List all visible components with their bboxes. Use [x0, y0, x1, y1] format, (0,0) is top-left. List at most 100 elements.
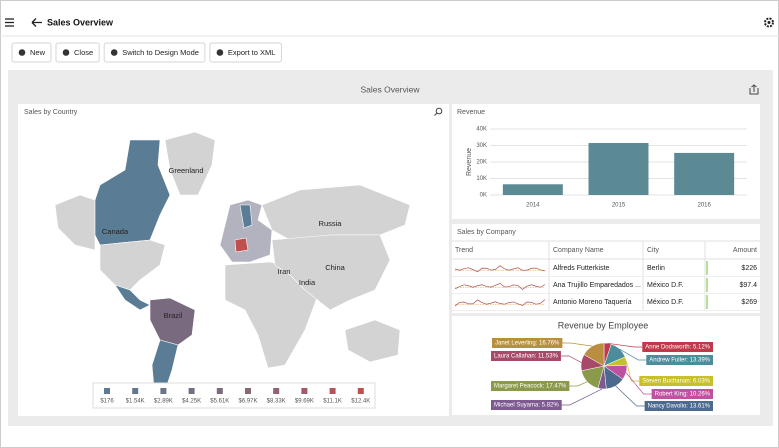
search-icon[interactable]: [434, 107, 443, 116]
export-icon[interactable]: [749, 84, 759, 95]
y-tick-label: 30K: [476, 143, 487, 149]
back-button[interactable]: [31, 18, 42, 27]
column-header: City: [647, 247, 660, 254]
x-tick-label: 2015: [612, 203, 626, 209]
menu-icon[interactable]: [5, 18, 14, 27]
leader-line: [560, 355, 582, 363]
x-tick-label: 2016: [697, 203, 711, 209]
legend-swatch: [357, 388, 364, 394]
amount-bar: [706, 278, 708, 292]
table-cell: México D.F.: [647, 282, 684, 289]
slice-label-box: [651, 389, 713, 399]
bar: [588, 143, 649, 195]
slice-label: Andrew Fuller: 13.39%: [649, 358, 710, 364]
table-cell: México D.F.: [647, 299, 684, 306]
slice-label-box: [491, 381, 570, 391]
sparkline: [454, 282, 546, 290]
table-cell: Ana Trujillo Emparedados ...: [553, 282, 641, 289]
button-icon: [18, 49, 26, 56]
leader-line: [619, 348, 647, 361]
slice-label-box: [491, 351, 561, 361]
bar: [674, 152, 735, 195]
map-label: India: [299, 278, 316, 287]
toolbar-button[interactable]: Switch to Design Mode: [103, 42, 206, 63]
map-title: Sales by Country: [24, 109, 78, 116]
slice-label: Anne Dodsworth: 5.12%: [645, 345, 710, 351]
map-label: Iran: [278, 267, 291, 276]
button-frame: [209, 42, 282, 63]
map-legend: $176 $1.54K $2.89K $4.25K $5.61K $6.97K $8.33K…: [92, 382, 376, 409]
legend-label: $2.89K: [154, 399, 173, 405]
employee-chart: Revenue by Employee Anne Dodsworth: 5.12%…: [491, 320, 713, 411]
legend-swatch: [160, 388, 167, 394]
column-header: Trend: [455, 247, 473, 254]
map-label: China: [325, 263, 345, 272]
leader-line: [569, 381, 588, 387]
legend-label: $5.61K: [210, 399, 229, 405]
legend-swatch: [216, 388, 223, 394]
y-tick-label: 20K: [476, 160, 487, 166]
leader-line: [607, 342, 643, 348]
slice-label: Laura Callahan: 11.53%: [494, 354, 559, 360]
sparkline: [454, 299, 546, 307]
amount-bar: [706, 261, 708, 275]
revenue-chart: Revenue Revenue 0K 10K 20K 30K 40K 2014 2015 2016: [457, 109, 747, 209]
sparkline: [454, 265, 546, 273]
slice-label-box: [642, 342, 713, 352]
slice-label-box: [492, 338, 563, 348]
legend-label: $1.54K: [126, 399, 145, 405]
legend-label: $9.69K: [295, 399, 314, 405]
amount-bar: [706, 295, 708, 309]
slice-label: Robert King: 10.26%: [655, 392, 711, 398]
slice-label: Steven Buchanan: 6.03%: [642, 379, 710, 385]
legend-label: $6.97K: [238, 399, 257, 405]
slice-label-box: [646, 355, 713, 365]
slice-label-box: [644, 401, 713, 411]
legend-label: $8.33K: [267, 399, 286, 405]
map-label: Greenland: [168, 166, 203, 175]
leader-line: [562, 342, 593, 347]
y-tick-label: 10K: [476, 176, 487, 182]
legend-swatch: [188, 388, 195, 394]
company-panel: [452, 224, 760, 313]
slice-label-box: [491, 400, 562, 410]
toolbar-button[interactable]: Export to XML: [209, 42, 282, 63]
button-label: Export to XML: [228, 48, 276, 57]
toolbar: New Close Switch to Design Mode Export to X…: [11, 42, 282, 63]
map-label: Russia: [319, 219, 343, 228]
button-frame: [55, 42, 100, 63]
legend-label: $12.4K: [351, 399, 370, 405]
leader-line: [626, 360, 640, 382]
button-frame: [103, 42, 206, 63]
toolbar-button[interactable]: New: [11, 42, 52, 63]
leader-line: [625, 372, 652, 395]
legend-swatch: [104, 388, 110, 394]
table-title: Sales by Company: [457, 229, 516, 236]
dashboard-title: Sales Overview: [360, 84, 420, 94]
y-tick-label: 40K: [476, 127, 487, 133]
y-tick-label: 0K: [480, 193, 487, 199]
legend-swatch: [132, 388, 139, 394]
button-icon: [62, 49, 70, 56]
table-cell: Alfreds Futterkiste: [553, 265, 610, 272]
company-table: Trend Company Name City Amount Alfreds Futte…: [452, 240, 760, 311]
toolbar-button[interactable]: Close: [55, 42, 100, 63]
table-cell: Antonio Moreno Taquería: [553, 299, 632, 306]
legend-label: $176: [100, 399, 114, 405]
slice-label: Michael Suyama: 5.82%: [494, 403, 559, 409]
leader-line: [561, 388, 603, 406]
button-frame: [11, 42, 52, 63]
column-header: Company Name: [553, 247, 604, 254]
chart-title: Revenue by Employee: [558, 320, 649, 330]
map-label: Canada: [102, 227, 129, 236]
slice-label: Margaret Peacock: 17.47%: [494, 384, 567, 390]
table-cell: Berlin: [647, 265, 665, 272]
legend-swatch: [329, 388, 336, 394]
slice-label-box: [639, 376, 713, 386]
y-axis-label: Revenue: [466, 148, 473, 176]
column-header: Amount: [733, 247, 757, 254]
button-icon: [110, 49, 118, 56]
page-title: Sales Overview: [47, 17, 114, 27]
settings-icon[interactable]: [764, 17, 774, 28]
